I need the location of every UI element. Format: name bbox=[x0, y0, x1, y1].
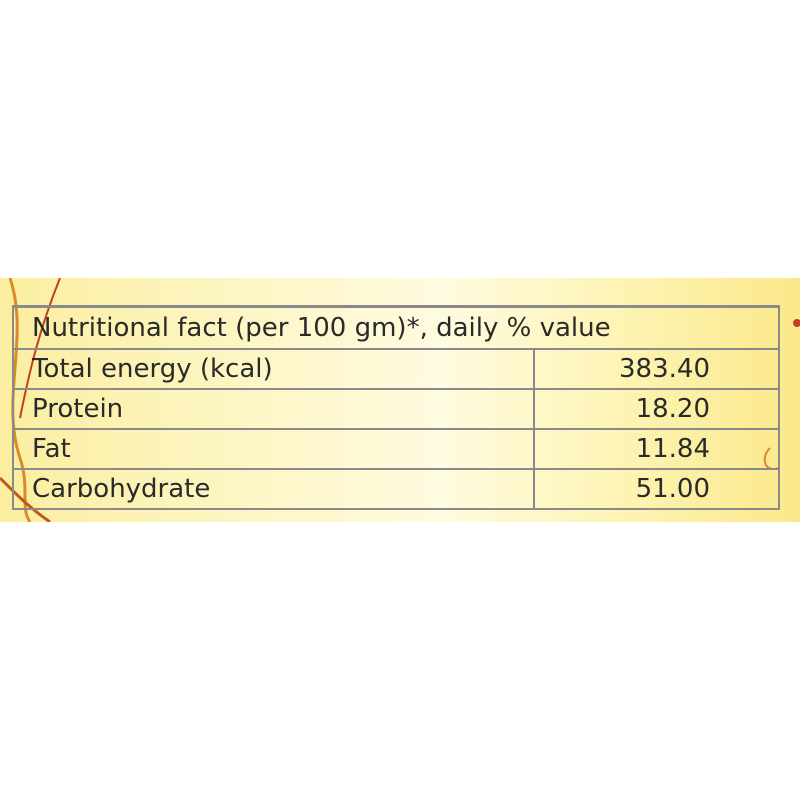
header-row: Nutritional fact (per 100 gm)*, daily % … bbox=[12, 305, 780, 350]
row: Fat 11.84 bbox=[12, 428, 780, 470]
row: Carbohydrate 51.00 bbox=[12, 468, 780, 510]
nutrient-cell: Carbohydrate bbox=[12, 468, 535, 510]
row: Total energy (kcal) 383.40 bbox=[12, 348, 780, 390]
nutrient-cell: Total energy (kcal) bbox=[12, 348, 535, 390]
row: Protein 18.20 bbox=[12, 388, 780, 430]
nutrient-cell: Protein bbox=[12, 388, 535, 430]
nutrient-cell: Fat bbox=[12, 428, 535, 470]
value-cell: 11.84 bbox=[533, 428, 780, 470]
nutrition-table: Nutritional fact (per 100 gm)*, daily % … bbox=[12, 305, 780, 510]
value-cell: 383.40 bbox=[533, 348, 780, 390]
value-cell: 51.00 bbox=[533, 468, 780, 510]
value-cell: 18.20 bbox=[533, 388, 780, 430]
header-cell: Nutritional fact (per 100 gm)*, daily % … bbox=[12, 305, 780, 350]
